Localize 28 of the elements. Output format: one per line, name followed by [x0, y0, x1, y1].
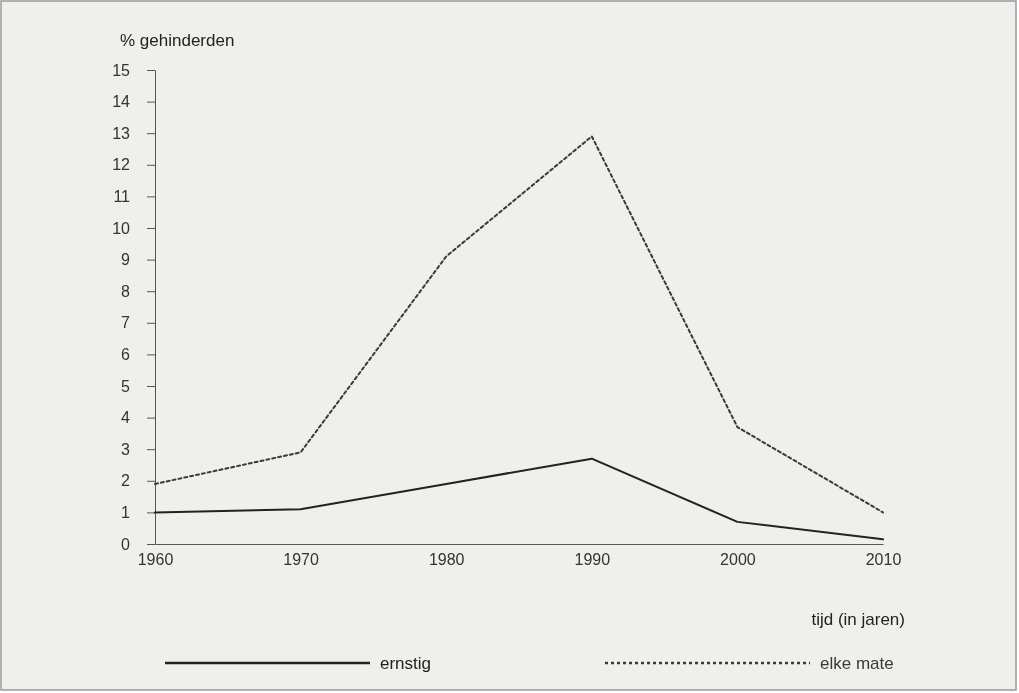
- y-tick-label: 2: [121, 472, 131, 490]
- x-tick-label: 1980: [428, 551, 465, 569]
- y-tick-label: 4: [121, 409, 131, 427]
- x-tick-label: 1990: [574, 551, 611, 569]
- x-tick-label: 2000: [720, 551, 756, 569]
- y-tick-label: 15: [112, 61, 131, 79]
- x-tick-label: 1960: [137, 551, 174, 569]
- y-tick-label: 14: [112, 93, 131, 111]
- y-axis-title: % gehinderden: [120, 31, 235, 50]
- x-tick-label: 2010: [865, 551, 902, 569]
- y-tick-label: 6: [121, 346, 131, 364]
- y-tick-label: 0: [121, 535, 131, 553]
- text: ernstig: [380, 654, 432, 673]
- y-tick-label: 12: [112, 156, 131, 174]
- line-series: [154, 457, 884, 541]
- y-tick-label: 1: [121, 504, 131, 522]
- x-tick-label: 1970: [283, 551, 319, 569]
- text: elke mate: [820, 654, 894, 673]
- y-tick-label: 11: [113, 188, 131, 206]
- y-tick-label: 3: [121, 440, 131, 458]
- y-tick-label: 10: [112, 219, 131, 237]
- x-axis-title: tijd (in jaren): [811, 610, 905, 629]
- y-tick-label: 9: [121, 251, 131, 269]
- y-tick-label: 7: [121, 314, 131, 332]
- y-tick-label: 5: [121, 377, 131, 395]
- y-tick-label: 8: [121, 282, 131, 300]
- y-tick-label: 13: [112, 124, 131, 142]
- line-series: [154, 135, 884, 514]
